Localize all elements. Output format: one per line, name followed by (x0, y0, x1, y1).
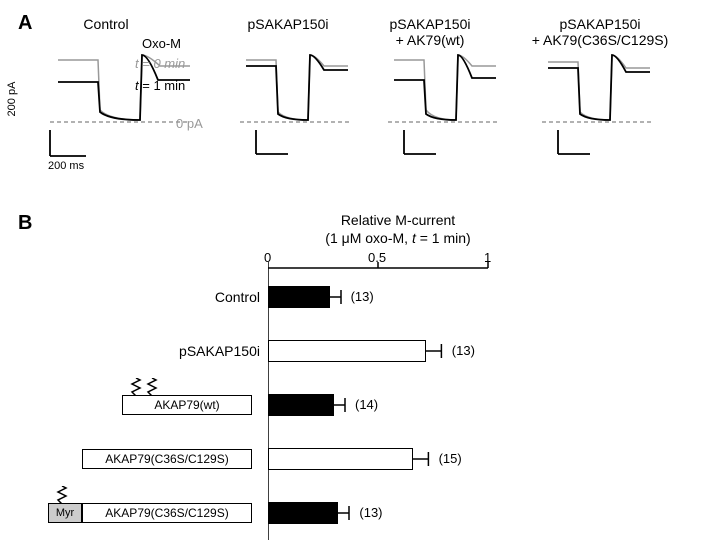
trace-t0-3 (548, 55, 650, 120)
sample-n-3: (15) (439, 451, 462, 466)
trace-ak79mut (542, 52, 652, 142)
trace-svg-1 (240, 52, 350, 142)
panel-a-label: A (18, 12, 32, 35)
error-bar-0 (330, 286, 349, 308)
zigzag-icon-2-1 (146, 378, 158, 396)
myr-box-4: Myr (48, 503, 82, 523)
legend-t0: t = 0 min (135, 56, 185, 71)
bar-4 (268, 502, 338, 524)
error-bar-3 (413, 448, 436, 470)
axis-title-1: Relative M-current (268, 212, 528, 228)
sample-n-1: (13) (452, 343, 475, 358)
legend-t1: t = 1 min (135, 78, 185, 93)
sample-n-0: (13) (351, 289, 374, 304)
scale-bar-3 (550, 130, 600, 166)
tick-0: 0 (264, 250, 271, 265)
sample-n-4: (13) (359, 505, 382, 520)
scale-x-label: 200 ms (48, 160, 84, 172)
sample-n-2: (14) (355, 397, 378, 412)
scale-y-label: 200 pA (6, 74, 18, 124)
construct-box-3: AKAP79(C36S/C129S) (82, 449, 252, 469)
error-bar-4 (338, 502, 357, 524)
scale-bar-2 (396, 130, 446, 166)
trace-t1-1 (246, 55, 348, 120)
bar-label-1: pSAKAP150i (179, 343, 260, 359)
zigzag-icon-2-0 (130, 378, 142, 396)
bar-0 (268, 286, 330, 308)
construct-box-4: AKAP79(C36S/C129S) (82, 503, 252, 523)
trace-t0-2 (394, 55, 496, 120)
trace-ak79wt (388, 52, 498, 142)
bar-label-0: Control (215, 289, 260, 305)
trace-t0-1 (246, 55, 348, 120)
construct-box-2: AKAP79(wt) (122, 395, 252, 415)
trace-t1-2 (394, 55, 496, 120)
trace-svg-3 (542, 52, 652, 142)
error-bar-2 (334, 394, 353, 416)
tick-2: 1 (484, 250, 491, 265)
trace-t1-3 (548, 55, 650, 120)
bar-1 (268, 340, 426, 362)
tick-1: 0.5 (368, 250, 386, 265)
scale-bar-1 (248, 130, 298, 166)
trace-psakap (240, 52, 350, 142)
condition-label-1: pSAKAP150i (228, 16, 348, 32)
bar-3 (268, 448, 413, 470)
condition-label-3: pSAKAP150i + AK79(C36S/C129S) (520, 16, 680, 48)
condition-label-0: Control (66, 16, 146, 32)
trace-svg-2 (388, 52, 498, 142)
zigzag-icon-4-0 (56, 486, 68, 504)
oxo-m-label: Oxo-M (142, 36, 181, 51)
panel-b-label: B (18, 212, 32, 235)
error-bar-1 (426, 340, 449, 362)
legend-zero: 0 pA (176, 116, 203, 131)
axis-title-2: (1 μM oxo-M, t = 1 min) (268, 230, 528, 246)
bar-2 (268, 394, 334, 416)
condition-label-2: pSAKAP150i + AK79(wt) (370, 16, 490, 48)
